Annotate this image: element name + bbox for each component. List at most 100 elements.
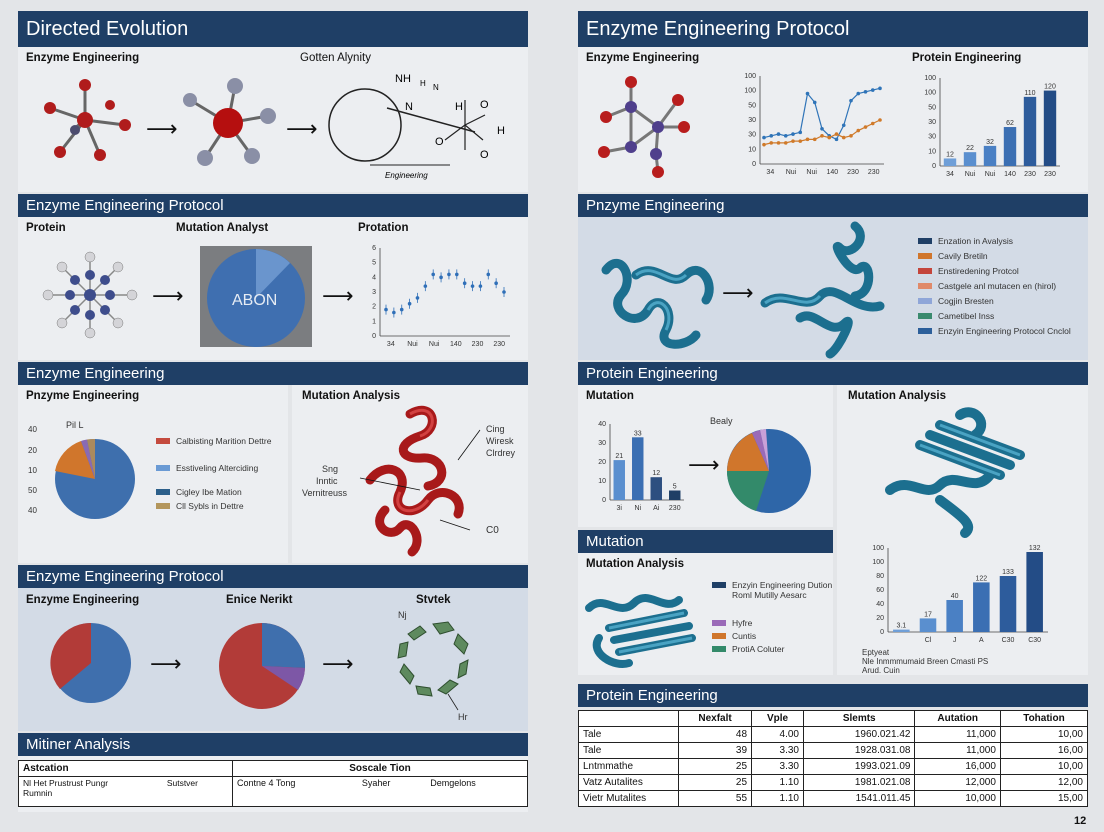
data-point bbox=[791, 132, 795, 136]
chem-label: O bbox=[435, 136, 444, 148]
table-header: Autation bbox=[914, 710, 1001, 727]
y-tick-label: 10 bbox=[598, 478, 606, 485]
section-header-protein-engineering: Protein Engineering bbox=[578, 362, 1088, 385]
x-tick-label: Ai bbox=[653, 505, 660, 512]
legend-item: Cavily Bretiln bbox=[918, 251, 988, 261]
pie-chart-red-blue-1 bbox=[50, 622, 131, 703]
bar bbox=[1003, 127, 1017, 166]
label-mutation-analysis-2: Mutation Analysis bbox=[586, 558, 684, 570]
legend-item: Enstiredening Protcol bbox=[918, 266, 1019, 276]
x-tick-label: Nui bbox=[985, 171, 996, 178]
y-tick-label: 40 bbox=[876, 601, 884, 608]
bar bbox=[650, 477, 662, 500]
section-header-enzyme-protocol-2: Enzyme Engineering Protocol bbox=[18, 565, 528, 588]
chem-label: H bbox=[455, 101, 463, 113]
table-cell: 39 bbox=[677, 742, 753, 759]
table-cell: 1928.031.08 bbox=[802, 742, 916, 759]
pie-label-bealy: Bealy bbox=[710, 416, 733, 426]
x-tick-label: 34 bbox=[946, 171, 954, 178]
reaction-cycle-diagram: NH H N N H O O O H Engineering bbox=[328, 73, 505, 180]
data-point bbox=[415, 296, 420, 300]
bar-value-label: 21 bbox=[615, 453, 623, 460]
section-header-protein-engineering-2: Protein Engineering bbox=[578, 684, 1088, 707]
data-point bbox=[870, 88, 875, 92]
chem-label: O bbox=[480, 99, 489, 111]
x-tick-label: 34 bbox=[766, 169, 774, 176]
protein-ribbon-teal-4 bbox=[585, 594, 696, 668]
x-tick-label: 140 bbox=[450, 341, 462, 348]
callout-label: Wiresk bbox=[486, 436, 514, 446]
bar-chart-large: 0 20 40 60 80 100 100 Cl J A C30 C30 3.1 17 40 122 133 13… bbox=[872, 545, 1048, 644]
data-point bbox=[856, 128, 861, 133]
table-cell: Vietr Mutalites bbox=[578, 790, 679, 807]
x-tick-label: 140 bbox=[1004, 171, 1016, 178]
data-point bbox=[478, 284, 483, 288]
x-tick-label: Nui bbox=[407, 341, 418, 348]
y-tick-label: 3 bbox=[372, 289, 376, 296]
legend-item: Cogjin Bresten bbox=[918, 296, 994, 306]
pie-center-text: ABON bbox=[232, 292, 278, 309]
data-point bbox=[798, 139, 803, 143]
bar-value-label: 120 bbox=[1044, 84, 1056, 91]
y-tick-label: 30 bbox=[928, 119, 936, 126]
bar bbox=[632, 437, 644, 500]
data-point bbox=[502, 290, 506, 294]
y-tick-label: 100 bbox=[924, 75, 936, 82]
bar bbox=[1026, 552, 1043, 632]
table-row: Tale 39 3.30 1928.031.08 11,000 16,00 bbox=[578, 742, 1089, 759]
bar-value-label: 122 bbox=[975, 575, 987, 582]
y-tick-label: 100 bbox=[744, 73, 756, 80]
ytick: 40 bbox=[28, 506, 37, 515]
y-tick-label: 2 bbox=[372, 304, 376, 311]
bar bbox=[1043, 90, 1057, 166]
data-point bbox=[820, 134, 824, 138]
section-header-enzyme-engineering: Enzyme Engineering bbox=[18, 362, 528, 385]
table-header: Slemts bbox=[802, 710, 916, 727]
table-cell: Lntmmathe bbox=[578, 758, 679, 775]
x-tick-label: Nui bbox=[429, 341, 440, 348]
bar bbox=[946, 600, 963, 632]
data-point bbox=[783, 134, 788, 138]
data-point bbox=[439, 275, 443, 280]
x-tick-label: C30 bbox=[1002, 637, 1015, 644]
data-point bbox=[762, 135, 766, 140]
y-tick-label: 5 bbox=[372, 260, 376, 267]
bar-value-label: 12 bbox=[946, 151, 954, 158]
legend-item: ProtiA Coluter bbox=[712, 644, 784, 654]
y-tick-label: 0 bbox=[880, 629, 884, 636]
x-tick-label: 140 bbox=[826, 169, 838, 176]
legend-item: Esstiveling Alterciding bbox=[156, 463, 258, 473]
y-tick-label: 30 bbox=[748, 117, 756, 124]
y-tick-label: 80 bbox=[876, 573, 884, 580]
protein-ribbon-teal-2 bbox=[760, 221, 885, 359]
table-header: Soscale Tion bbox=[232, 760, 528, 777]
data-point bbox=[805, 91, 810, 96]
ytick: 50 bbox=[28, 486, 37, 495]
data-point bbox=[805, 137, 810, 142]
bar-value-label: 110 bbox=[1024, 90, 1035, 97]
pie-chart-red-blue-2 bbox=[219, 623, 306, 709]
data-point bbox=[812, 100, 817, 105]
bar bbox=[1023, 96, 1037, 166]
ytick: 40 bbox=[28, 425, 37, 434]
table-cell: 1541.011.45 bbox=[802, 790, 916, 807]
bar-value-label: 17 bbox=[924, 611, 932, 618]
data-point bbox=[878, 118, 882, 122]
table-cell: 3.30 bbox=[751, 742, 804, 759]
table-cell: 1.10 bbox=[751, 774, 804, 791]
series-line-orange bbox=[763, 119, 881, 146]
arrow-2: ⟶ bbox=[286, 116, 318, 141]
data-point bbox=[827, 135, 832, 140]
x-tick-label: Cl bbox=[925, 637, 932, 644]
bar bbox=[963, 152, 977, 166]
y-tick-label: 100 bbox=[744, 88, 756, 95]
callout-label: Clrdrey bbox=[486, 448, 516, 458]
callout-label: Sng bbox=[322, 464, 339, 474]
table-cell: 1993.021.09 bbox=[802, 758, 916, 775]
x-tick-label: Nui bbox=[806, 169, 817, 176]
table-cell: 55 bbox=[677, 790, 753, 807]
arrow-8: ⟶ bbox=[688, 452, 720, 477]
legend-item: Cigley Ibe Mation bbox=[156, 487, 242, 497]
legend-item: Castgele anl mutacen en (hirol) bbox=[918, 281, 1056, 291]
